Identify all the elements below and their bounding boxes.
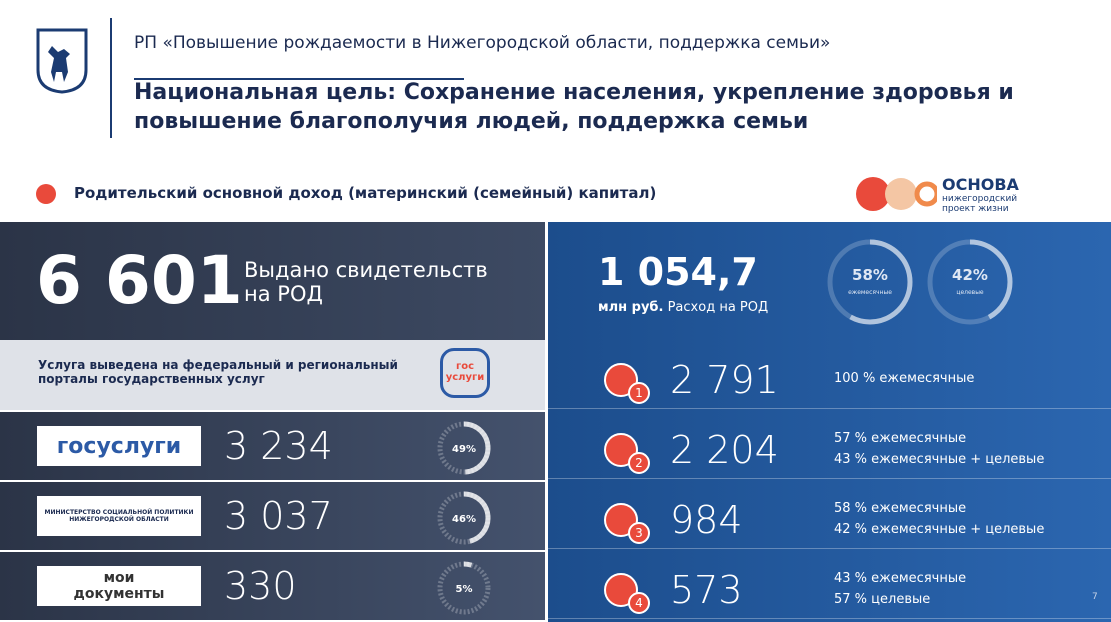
channel-ring: 5% <box>437 561 491 615</box>
section-title: Родительский основной доход (материнский… <box>74 184 657 202</box>
goal: Национальная цель: Сохранение населения,… <box>134 80 1014 134</box>
logo-text: МИНИСТЕРСТВО СОЦИАЛЬНОЙ ПОЛИТИКИ <box>44 509 194 516</box>
left-top <box>0 222 545 340</box>
emblem <box>36 28 88 94</box>
child-note: 58 % ежемесячные <box>834 501 967 516</box>
child-note: 42 % ежемесячные + целевые <box>834 522 1045 537</box>
ring-arc <box>927 239 1013 325</box>
logo-text: мои <box>103 570 135 586</box>
channel-logo: МИНИСТЕРСТВО СОЦИАЛЬНОЙ ПОЛИТИКИ НИЖЕГОРО… <box>37 496 201 536</box>
ring-label: 58% <box>852 266 888 284</box>
row-divider <box>548 548 1111 549</box>
child-note: 100 % ежемесячные <box>834 371 975 386</box>
ring-label: 42% <box>952 266 988 284</box>
brand-mark <box>856 177 937 211</box>
child-value: 573 <box>670 568 743 612</box>
ring-caption: целевые <box>956 289 984 296</box>
notice-logo-text: услуги <box>445 372 485 383</box>
logo-text: НИЖЕГОРОДСКОЙ ОБЛАСТИ <box>69 516 169 523</box>
child-order: 2 <box>628 452 650 474</box>
channel-logo: госуслуги <box>37 426 201 466</box>
right-panel <box>548 222 1111 622</box>
total-label: Выдано свидетельств на РОД <box>244 258 488 306</box>
child-value: 2 204 <box>670 428 779 472</box>
child-note: 43 % ежемесячные <box>834 571 967 586</box>
ring-label: 49% <box>452 444 476 455</box>
child-order: 3 <box>628 522 650 544</box>
channel-ring: 46% <box>437 491 491 545</box>
channel-value: 3 234 <box>224 424 333 468</box>
row-divider <box>548 408 1111 409</box>
ring-label: 46% <box>452 514 476 525</box>
row-divider <box>548 478 1111 479</box>
ring-label: 5% <box>456 584 473 595</box>
header-title: РП «Повышение рождаемости в Нижегородско… <box>134 33 831 53</box>
share-rings: 58% ежемесячные 42% целевые <box>827 239 1013 325</box>
brand-sub: нижегородский проект жизни <box>942 194 1018 214</box>
notice-band <box>0 340 545 410</box>
notice: Услуга выведена на федеральный и региона… <box>38 358 398 386</box>
divider <box>110 18 112 138</box>
child-order: 1 <box>628 382 650 404</box>
ring-arc <box>437 561 491 615</box>
child-value: 984 <box>670 498 743 542</box>
rule <box>134 78 464 80</box>
ring-arc <box>827 239 913 325</box>
child-order: 4 <box>628 592 650 614</box>
child-value: 2 791 <box>670 358 779 402</box>
logo-text: документы <box>73 586 165 602</box>
child-note: 57 % целевые <box>834 592 931 607</box>
channel-value: 3 037 <box>224 494 333 538</box>
notice-logo: гос услуги <box>440 348 490 398</box>
total: 6 601 <box>36 242 243 319</box>
child-note: 43 % ежемесячные + целевые <box>834 452 1045 467</box>
ring-arc <box>437 421 491 475</box>
amount-label: Расход на РОД <box>667 300 769 315</box>
arrow-icon <box>36 184 56 204</box>
channel-logo: мои документы <box>37 566 201 606</box>
amount-unit: млн руб. <box>598 300 664 315</box>
notice-logo-text: гос <box>455 361 475 372</box>
row-divider <box>548 618 1111 619</box>
ring-caption: ежемесячные <box>848 289 892 296</box>
channel-value: 330 <box>224 564 297 608</box>
page-number: 7 <box>1092 592 1098 602</box>
ring-arc <box>437 491 491 545</box>
child-note: 57 % ежемесячные <box>834 431 967 446</box>
brand-name: ОСНОВА <box>942 175 1019 194</box>
amount: 1 054,7 <box>598 250 758 294</box>
channel-ring: 49% <box>437 421 491 475</box>
